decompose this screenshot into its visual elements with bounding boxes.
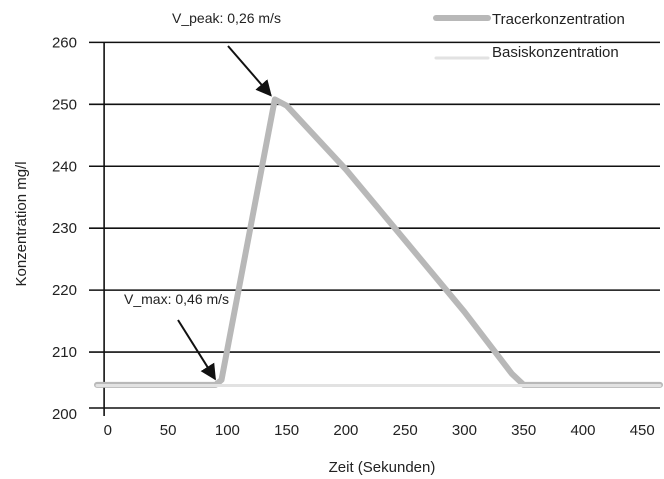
y-tick-label-200: 200 [52,406,77,423]
series-line-1 [94,96,663,388]
x-tick-label-50: 50 [160,422,177,439]
annotation-label-1: V_peak: 0,26 m/s [172,10,281,26]
annotation-arrow-1 [227,45,272,97]
x-tick-label-350: 350 [511,422,536,439]
axes: 200 210 220 230 240 250 260 0 50 100 150 200 250 300 3… [52,34,660,439]
y-tick-label-260: 260 [52,34,77,51]
legend-label-2: Basiskonzentration [492,44,619,61]
x-tick-label-300: 300 [452,422,477,439]
x-tick-label-0: 0 [104,422,112,439]
x-tick-label-450: 450 [630,422,655,439]
y-tick-label-250: 250 [52,96,77,113]
series-lines [94,96,663,388]
legend-label-1: Tracerkonzentration [492,11,625,28]
x-tick-label-150: 150 [274,422,299,439]
x-tick-label-100: 100 [215,422,240,439]
y-axis-label: Konzentration mg/l [13,161,30,286]
gridlines [89,41,660,353]
y-tick-label-210: 210 [52,344,77,361]
x-tick-label-400: 400 [570,422,595,439]
legend: Tracerkonzentration Basiskonzentration [433,11,625,61]
x-tick-label-250: 250 [393,422,418,439]
x-tick-label-200: 200 [333,422,358,439]
annotations: V_peak: 0,26 m/s V_max: 0,46 m/s [124,10,281,381]
x-axis-label: Zeit (Sekunden) [329,459,436,476]
y-tick-label-240: 240 [52,158,77,175]
y-tick-label-230: 230 [52,220,77,237]
y-tick-label-220: 220 [52,282,77,299]
annotation-arrow-2 [177,319,216,381]
annotation-label-2: V_max: 0,46 m/s [124,291,229,307]
